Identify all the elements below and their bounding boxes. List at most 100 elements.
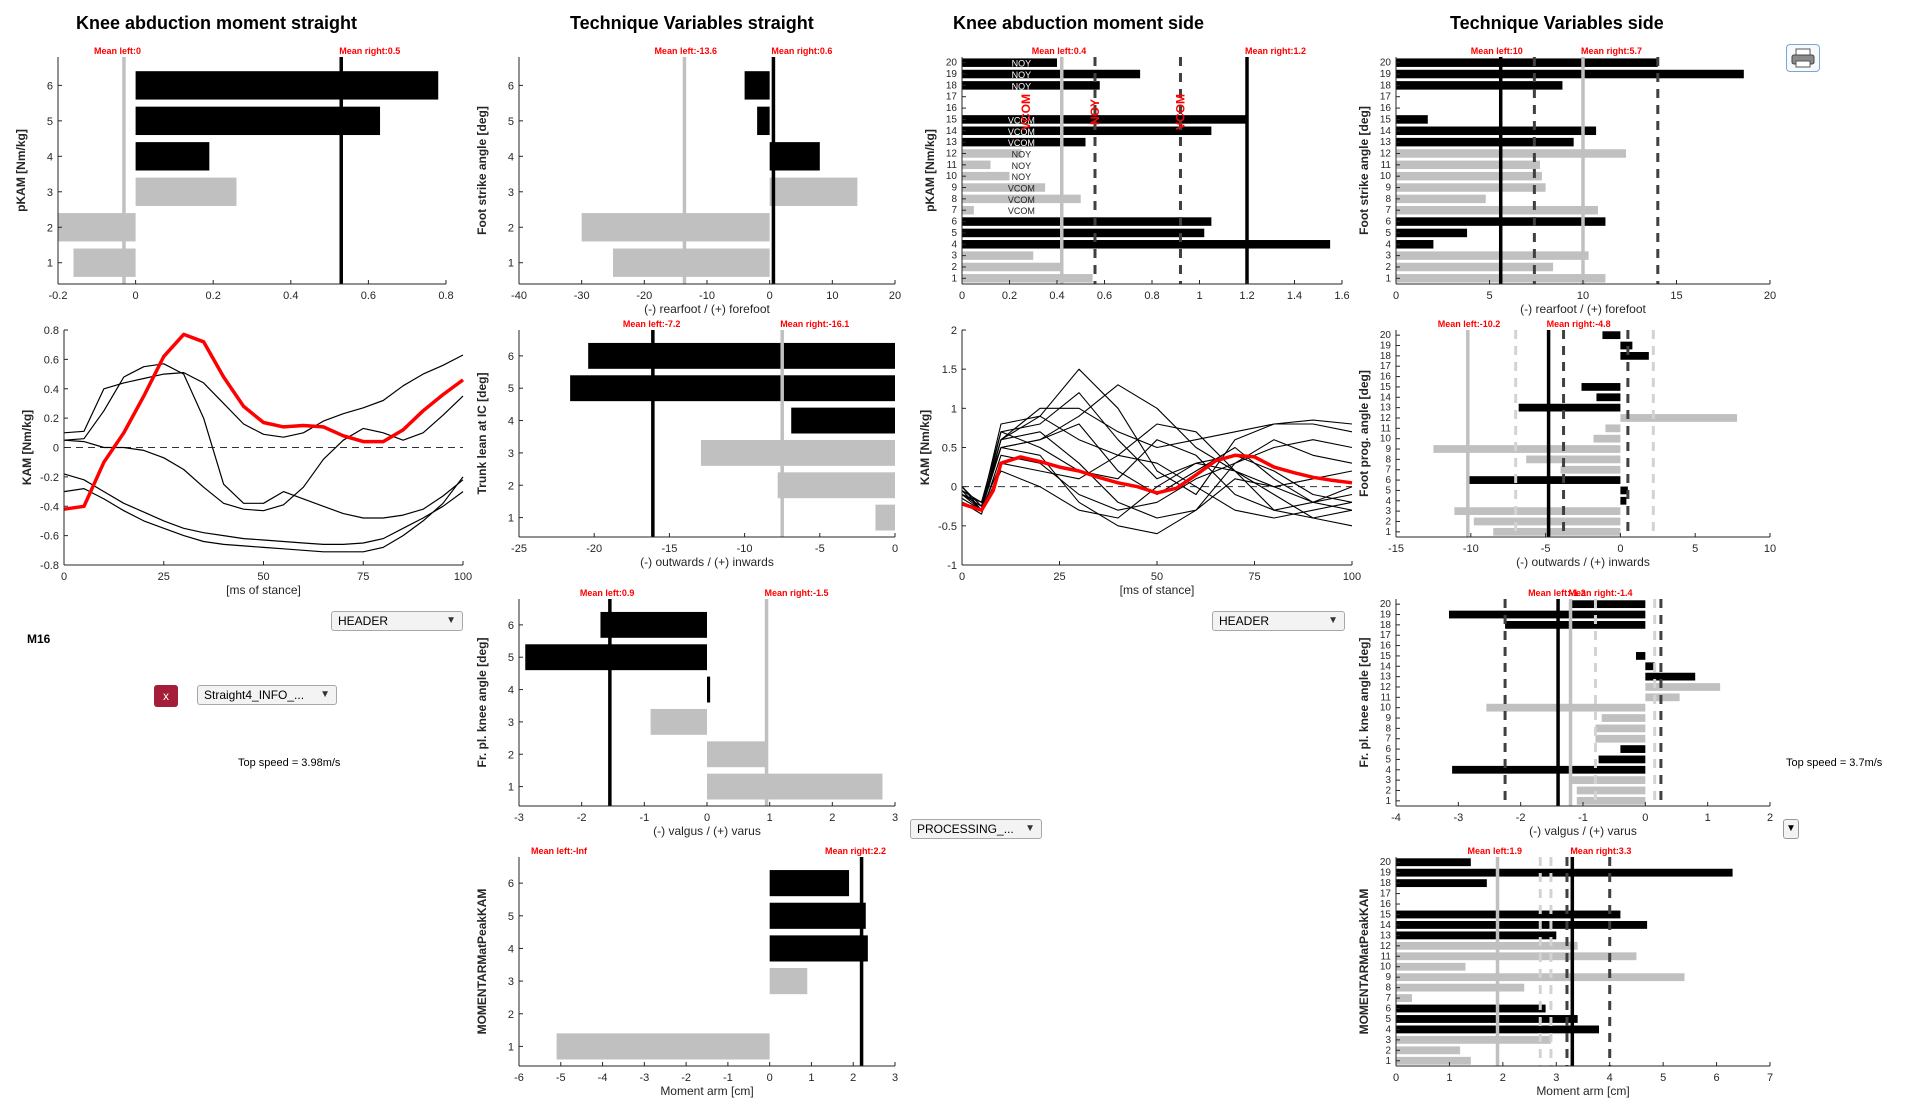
y-tick-label: 20 xyxy=(1380,330,1392,341)
y-tick-label: 20 xyxy=(1380,599,1392,610)
x-tick-label: 5 xyxy=(1692,543,1698,555)
chevron-down-icon: ▼ xyxy=(1328,615,1338,626)
y-tick-label: 0.2 xyxy=(44,413,59,425)
y-tick-label: 13 xyxy=(1380,137,1392,148)
y-tick-label: -1 xyxy=(947,560,957,572)
y-tick-label: 4 xyxy=(951,239,957,250)
series-line xyxy=(63,363,464,519)
y-tick-label: 6 xyxy=(508,878,514,890)
vertical-annotation: VCOM xyxy=(1174,94,1188,130)
expand-button[interactable]: ▼ xyxy=(1783,819,1799,839)
y-tick-label: 10 xyxy=(1380,434,1392,445)
x-tick-label: -3 xyxy=(1453,812,1463,824)
y-tick-label: 6 xyxy=(508,620,514,632)
mean-annotation: Mean right:0.6 xyxy=(771,46,832,56)
y-tick-label: 6 xyxy=(508,351,514,363)
y-axis-label: Trunk lean at IC [deg] xyxy=(475,372,489,494)
bar xyxy=(1396,228,1468,238)
x-tick-label: -1 xyxy=(723,1072,733,1084)
x-axis-label: (-) valgus / (+) varus xyxy=(1529,824,1637,838)
y-tick-label: 14 xyxy=(1380,392,1392,403)
x-tick-label: 100 xyxy=(454,571,472,583)
chart-c11: Mean left:0 Mean right:0.5 -0.2 0 0.2 0.4 0.6 0… xyxy=(14,46,454,302)
y-tick-label: 1.5 xyxy=(942,364,957,376)
bar xyxy=(1620,341,1633,350)
y-tick-label: 2 xyxy=(508,1009,514,1021)
y-tick-label: 5 xyxy=(951,228,957,239)
mean-annotation: Mean left:0.9 xyxy=(580,588,635,598)
y-tick-label: 18 xyxy=(1380,80,1392,91)
series-line xyxy=(63,354,464,438)
bar xyxy=(1396,205,1598,215)
bar xyxy=(962,81,1100,90)
x-tick-label: 1 xyxy=(767,812,773,824)
bar xyxy=(962,115,1247,124)
x-tick-label: 1.4 xyxy=(1287,290,1302,302)
chart-c22: Mean left:-7.2 Mean right:-16.1 -25 -20 -15 -… xyxy=(475,319,898,569)
processing-select[interactable]: PROCESSING_... ▼ xyxy=(910,819,1042,839)
print-button[interactable] xyxy=(1786,44,1820,72)
bar xyxy=(777,472,895,499)
x-tick-label: 0 xyxy=(1393,290,1399,302)
x-tick-label: 1 xyxy=(1446,1072,1452,1084)
trial-select[interactable]: Straight4_INFO_... ▼ xyxy=(197,685,337,705)
bar xyxy=(556,1033,770,1060)
series-line xyxy=(63,395,464,512)
x-tick-label: -40 xyxy=(511,290,527,302)
y-tick-label: -0.6 xyxy=(40,531,59,543)
y-tick-label: 15 xyxy=(1380,909,1392,920)
mean-annotation: Mean left:10 xyxy=(1471,46,1523,56)
bar xyxy=(962,262,1062,272)
x-tick-label: 1 xyxy=(1196,290,1202,302)
x-tick-label: 25 xyxy=(158,571,170,583)
bar xyxy=(1486,703,1646,712)
y-tick-label: 12 xyxy=(1380,682,1392,693)
y-tick-label: 2 xyxy=(508,480,514,492)
bar-label: NOY xyxy=(1012,161,1032,171)
bar xyxy=(1452,765,1646,774)
bar xyxy=(1433,445,1621,453)
bar xyxy=(73,248,136,277)
bar-label: NOY xyxy=(1012,149,1032,159)
x-tick-label: -5 xyxy=(556,1072,566,1084)
bar xyxy=(1570,776,1646,785)
y-tick-label: 3 xyxy=(1385,506,1391,517)
bar xyxy=(1602,331,1621,340)
delete-button[interactable]: x xyxy=(154,685,178,707)
x-tick-label: -3 xyxy=(639,1072,649,1084)
header-select-straight-value: HEADER xyxy=(338,614,389,628)
header-select-straight[interactable]: HEADER ▼ xyxy=(331,611,463,631)
bar xyxy=(650,708,707,735)
bar-label: VCOM xyxy=(1008,206,1035,216)
mean-annotation: Mean right:2.2 xyxy=(825,846,886,856)
y-tick-label: 4 xyxy=(508,151,514,163)
bar xyxy=(1570,600,1646,609)
x-tick-label: 0 xyxy=(959,571,965,583)
y-tick-label: 6 xyxy=(1385,744,1391,755)
y-tick-label: 15 xyxy=(1380,651,1392,662)
header-select-side[interactable]: HEADER ▼ xyxy=(1212,611,1345,631)
mean-annotation: Mean right:1.2 xyxy=(1245,46,1306,56)
y-tick-label: 10 xyxy=(1380,703,1392,714)
x-tick-label: 7 xyxy=(1767,1072,1773,1084)
x-tick-label: -15 xyxy=(1388,543,1404,555)
y-axis-label: Foot prog. angle [deg] xyxy=(1357,370,1371,497)
bar xyxy=(1645,662,1655,671)
top-speed-side: Top speed = 3.7m/s xyxy=(1786,757,1883,769)
chart-c14: Mean left:10 Mean right:5.70 5 10 15 20123456… xyxy=(1357,46,1776,316)
y-tick-label: 8 xyxy=(1385,723,1391,734)
y-tick-label: 3 xyxy=(508,976,514,988)
bar xyxy=(1396,251,1589,260)
y-tick-label: 1 xyxy=(47,258,53,270)
chart-c44: Mean left:1.9 Mean right:3.30 1 2 3 4 5 6 712345… xyxy=(1357,846,1773,1098)
y-tick-label: -0.8 xyxy=(40,560,59,572)
bar xyxy=(1396,879,1487,888)
series-line xyxy=(63,473,464,545)
bar xyxy=(135,142,210,171)
x-axis-label: (-) rearfoot / (+) forefoot xyxy=(1520,302,1646,316)
y-tick-label: 5 xyxy=(508,383,514,395)
bar xyxy=(769,935,868,962)
x-tick-label: 0 xyxy=(1617,543,1623,555)
y-tick-label: 14 xyxy=(946,126,958,137)
